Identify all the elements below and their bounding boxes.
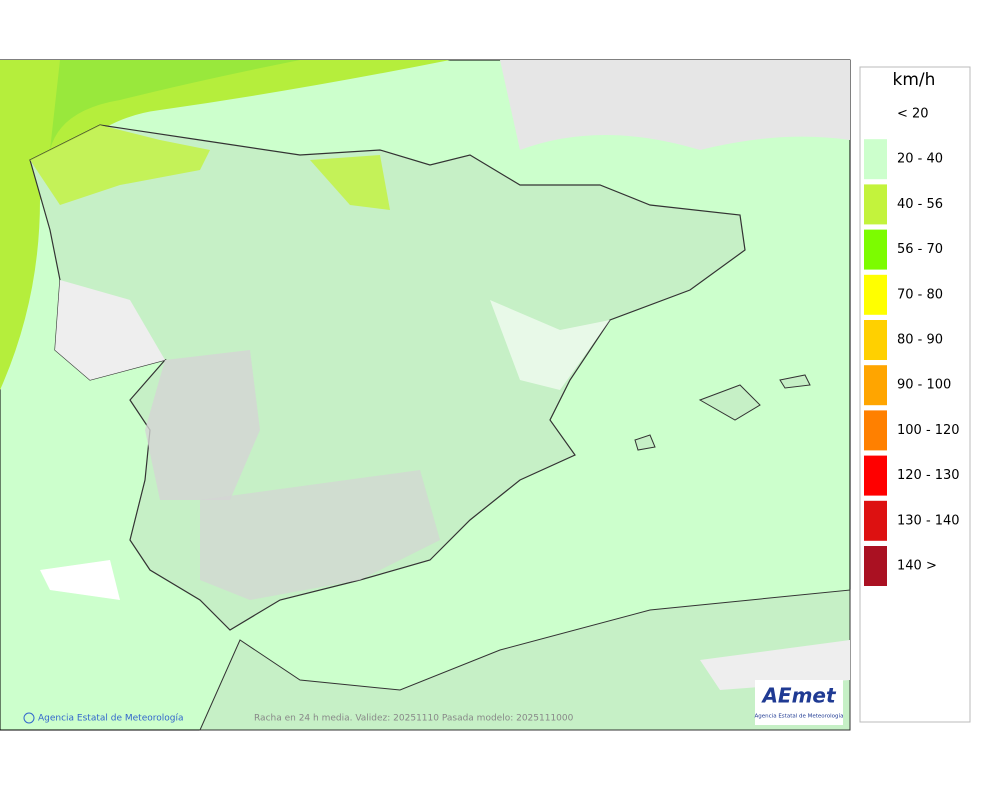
legend-label: 20 - 40 bbox=[897, 152, 943, 167]
low-wind-area bbox=[700, 640, 850, 690]
northern-strip bbox=[30, 125, 210, 205]
legend-label: 140 > bbox=[897, 559, 937, 574]
legend-swatch bbox=[864, 139, 887, 180]
map: Agencia Estatal de Meteorología Racha en… bbox=[0, 59, 851, 731]
low-wind-area bbox=[490, 300, 610, 390]
legend: km/h < 20 20 - 40 40 - 56 56 - 70 70 - 80 80 … bbox=[859, 66, 971, 723]
legend-label: 80 - 90 bbox=[897, 333, 943, 348]
ibiza bbox=[634, 434, 656, 451]
logo-name: AEmet bbox=[760, 684, 837, 708]
legend-label: 56 - 70 bbox=[897, 242, 943, 257]
low-wind-area bbox=[500, 60, 850, 150]
atlantic-band bbox=[0, 60, 450, 390]
relief-area bbox=[145, 350, 260, 500]
logo-subtitle: Agencia Estatal de Meteorología bbox=[755, 713, 844, 720]
mallorca bbox=[698, 384, 761, 421]
portugal-interior bbox=[55, 280, 165, 380]
legend-swatch bbox=[864, 94, 887, 134]
legend-label: 70 - 80 bbox=[897, 287, 943, 302]
legend-label: 130 - 140 bbox=[897, 513, 960, 528]
logo-box bbox=[755, 680, 843, 725]
atlantic-band-dark bbox=[50, 60, 300, 150]
legend-title: km/h bbox=[893, 70, 936, 90]
menorca bbox=[779, 374, 811, 389]
credit-text: Agencia Estatal de Meteorología bbox=[38, 714, 184, 724]
legend-swatch bbox=[864, 500, 887, 541]
north-africa bbox=[199, 589, 851, 731]
legend-swatch bbox=[864, 320, 887, 360]
legend-swatch bbox=[864, 274, 887, 315]
copyright-icon bbox=[23, 712, 35, 724]
legend-swatch bbox=[864, 546, 887, 586]
legend-label: < 20 bbox=[897, 107, 929, 122]
legend-label: 100 - 120 bbox=[897, 423, 960, 438]
relief-area bbox=[200, 470, 440, 600]
legend-label: 40 - 56 bbox=[897, 197, 943, 212]
legend-swatch bbox=[864, 365, 887, 406]
legend-swatch bbox=[864, 455, 887, 496]
low-wind-area bbox=[40, 560, 120, 600]
basque-strip bbox=[310, 155, 390, 210]
legend-swatch bbox=[864, 229, 887, 270]
caption-text: Racha en 24 h media. Validez: 20251110 P… bbox=[254, 714, 574, 724]
legend-swatch bbox=[864, 410, 887, 451]
legend-label: 120 - 130 bbox=[897, 468, 960, 483]
legend-label: 90 - 100 bbox=[897, 378, 951, 393]
legend-swatch bbox=[864, 184, 887, 225]
